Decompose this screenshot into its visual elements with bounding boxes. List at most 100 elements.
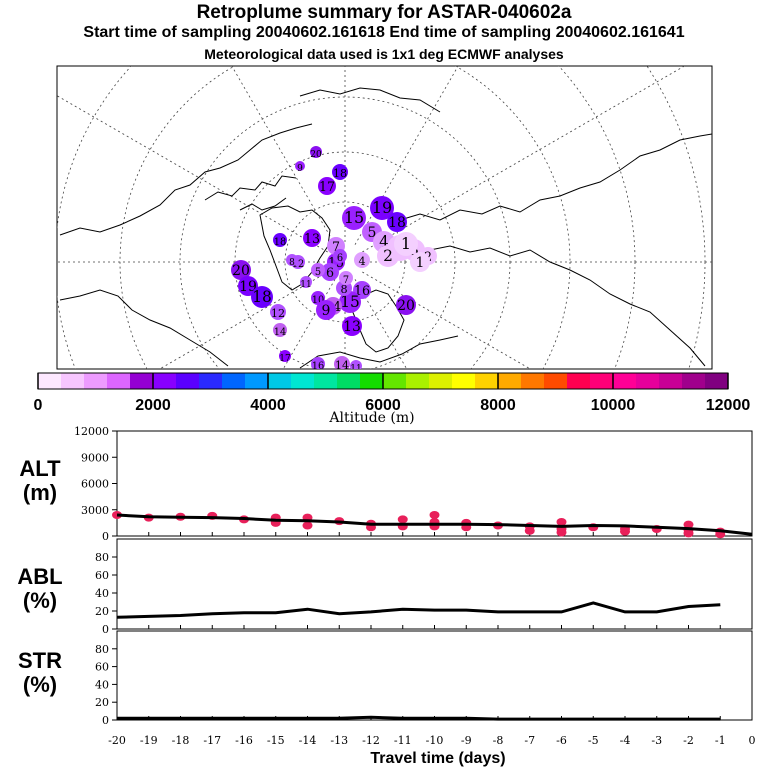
trajectory-marker: 18 bbox=[387, 212, 407, 232]
trajectory-marker: 16 bbox=[311, 357, 325, 372]
trajectory-marker-dot bbox=[251, 286, 273, 308]
x-tick-label: -4 bbox=[620, 734, 631, 747]
trajectory-marker: 18 bbox=[332, 164, 348, 180]
trajectory-marker-dot bbox=[354, 252, 370, 268]
colorbar-swatch bbox=[337, 373, 361, 389]
colorbar-swatch bbox=[314, 373, 338, 389]
trajectory-marker-dot bbox=[334, 356, 350, 369]
trajectory-marker-label: 13 bbox=[304, 231, 320, 246]
trajectory-marker: 20 bbox=[310, 146, 322, 160]
trajectory-marker-dot bbox=[270, 304, 286, 320]
x-tick-label: -2 bbox=[683, 734, 694, 747]
colorbar-label: Altitude (m) bbox=[328, 410, 414, 426]
trajectory-marker: 7 bbox=[339, 271, 353, 286]
x-axis-ticks: -20 -19 -18 -17 -16 -15 -14 -13 -12 -11 -10 -9 -8 -7-… bbox=[108, 734, 755, 747]
trajectory-marker-dot bbox=[321, 263, 339, 281]
abl-axis-label: ABL bbox=[17, 564, 62, 589]
altitude-colorbar: 0 2000 4000 6000 8000 10000 12000 Altitude (m) bbox=[34, 372, 751, 426]
trajectory-marker-label: 2 bbox=[383, 247, 393, 265]
trajectory-marker-label: 4 bbox=[358, 255, 365, 268]
trajectory-marker: 17 bbox=[318, 177, 336, 195]
trajectory-marker-label: 6 bbox=[337, 253, 343, 264]
x-tick-label: -10 bbox=[426, 734, 444, 747]
trajectory-marker-dot bbox=[316, 300, 336, 320]
trajectory-marker-label: 13 bbox=[343, 319, 361, 335]
trajectory-marker: 11 bbox=[300, 276, 312, 290]
trajectory-marker: 18 bbox=[273, 233, 287, 248]
trajectory-marker-label: 17 bbox=[319, 179, 335, 194]
trajectory-marker: 2 bbox=[377, 245, 399, 267]
trajectory-marker-dot bbox=[310, 146, 322, 158]
colorbar-tick-label: 6000 bbox=[365, 397, 401, 414]
colorbar-swatch bbox=[682, 373, 706, 389]
colorbar-tick-label: 0 bbox=[34, 397, 43, 414]
trajectory-marker-label: 8 bbox=[340, 283, 347, 296]
trajectory-marker-label: 7 bbox=[343, 275, 349, 286]
abl-axis-unit: (%) bbox=[23, 588, 57, 613]
series-line bbox=[116, 601, 721, 619]
colorbar-swatch bbox=[153, 373, 177, 389]
trajectory-marker-label: 20 bbox=[397, 298, 415, 314]
trajectory-marker-label: 16 bbox=[312, 361, 324, 372]
trajectory-marker-dot bbox=[396, 295, 416, 315]
colorbar-swatch bbox=[222, 373, 246, 389]
trajectory-marker-label: 4 bbox=[379, 233, 389, 251]
x-tick-label: -1 bbox=[715, 734, 726, 747]
trajectory-marker-label: 20 bbox=[232, 263, 250, 279]
x-tick-label: -13 bbox=[330, 734, 348, 747]
trajectory-marker-label: 10 bbox=[312, 295, 324, 306]
trajectory-marker: 17 bbox=[279, 350, 291, 364]
trajectory-marker: 15 bbox=[342, 206, 366, 230]
x-tick-label: -12 bbox=[362, 734, 380, 747]
x-tick-label: -6 bbox=[556, 734, 567, 747]
trajectory-marker-dot bbox=[318, 177, 336, 195]
colorbar-swatch bbox=[245, 373, 269, 389]
trajectory-marker-dot bbox=[387, 212, 407, 232]
colorbar-swatch bbox=[452, 373, 476, 389]
y-tick-label: 60 bbox=[95, 569, 109, 582]
trajectory-marker: 14 bbox=[273, 323, 287, 338]
trajectory-marker-dot bbox=[410, 252, 430, 272]
colorbar-tick-label: 12000 bbox=[706, 397, 751, 414]
trajectory-marker-dot bbox=[332, 164, 348, 180]
colorbar-swatch bbox=[360, 373, 384, 389]
trajectory-marker-label: 11 bbox=[300, 280, 311, 290]
trajectory-marker-label: 9 bbox=[297, 164, 303, 174]
series-line bbox=[117, 715, 721, 721]
trajectory-marker: 20 bbox=[231, 260, 251, 280]
trajectory-marker-label: 16 bbox=[354, 283, 370, 298]
trajectory-marker: 12 bbox=[270, 304, 286, 320]
colorbar-swatch bbox=[61, 373, 85, 389]
meridian-line bbox=[362, 66, 686, 253]
x-tick-label: -14 bbox=[299, 734, 317, 747]
scatter-point bbox=[556, 518, 567, 526]
trajectory-marker-dot bbox=[342, 206, 366, 230]
trajectory-marker-label: 19 bbox=[372, 198, 392, 217]
colorbar-swatch bbox=[498, 373, 522, 389]
y-tick-label: 0 bbox=[102, 714, 109, 727]
coastline-scandinavia bbox=[349, 289, 405, 353]
trajectory-marker-dot bbox=[333, 249, 347, 263]
colorbar-swatch bbox=[130, 373, 154, 389]
series-line bbox=[116, 513, 753, 536]
x-tick-label: -11 bbox=[394, 734, 412, 747]
colorbar-swatch bbox=[176, 373, 200, 389]
x-tick-label: 0 bbox=[749, 734, 756, 747]
colorbar-swatch bbox=[567, 373, 591, 389]
colorbar-swatch bbox=[475, 373, 499, 389]
y-tick-label: 20 bbox=[95, 605, 109, 618]
trajectory-marker-dot bbox=[286, 254, 298, 266]
trajectory-marker-label: 8 bbox=[289, 258, 295, 268]
y-tick-label: 80 bbox=[95, 551, 109, 564]
trajectory-marker-label: 5 bbox=[368, 225, 377, 241]
y-tick-label: 80 bbox=[95, 643, 109, 656]
y-tick-label: 0 bbox=[102, 530, 109, 543]
trajectory-marker-label: 17 bbox=[279, 354, 291, 364]
scatter-point bbox=[397, 515, 408, 524]
trajectory-marker: 14 bbox=[334, 356, 350, 369]
trajectory-marker: 18 bbox=[251, 286, 273, 308]
trajectory-marker: 15 bbox=[339, 291, 361, 313]
panel-alt: ALT (m) 0 3000 6000 9000 12000 bbox=[19, 425, 753, 543]
trajectory-marker-label: 7 bbox=[332, 239, 340, 254]
